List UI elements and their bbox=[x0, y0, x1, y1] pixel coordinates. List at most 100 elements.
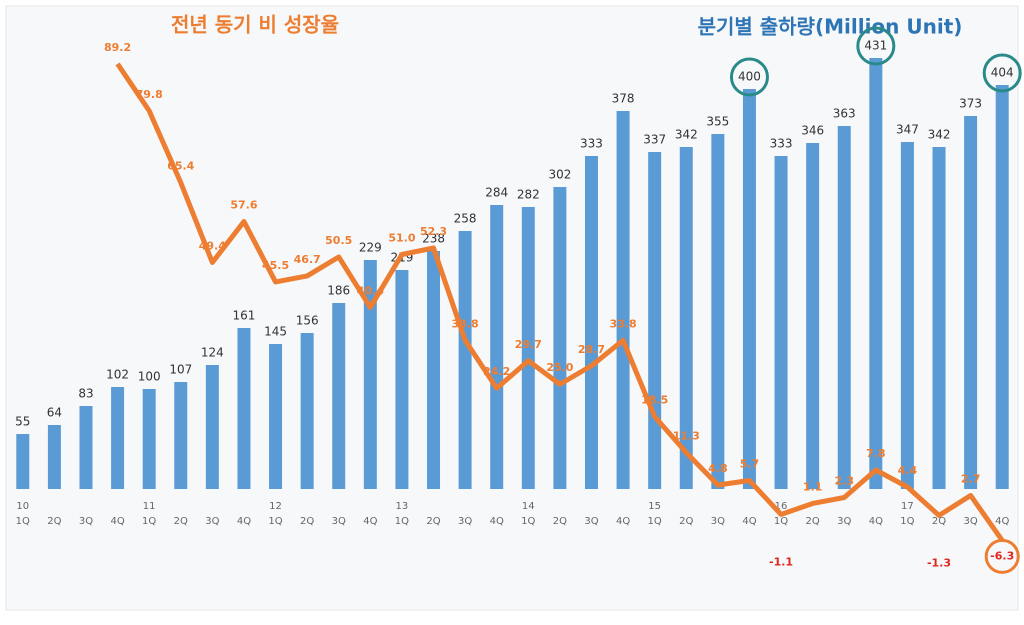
bar-value-label: 229 bbox=[359, 241, 382, 255]
bar-title: 분기별 출하량(Million Unit) bbox=[698, 15, 963, 39]
x-tick-label: 2Q bbox=[932, 516, 946, 527]
x-tick-label: 2Q bbox=[300, 516, 314, 527]
bar-value-label: 102 bbox=[106, 368, 129, 382]
line-value-label: 33.8 bbox=[610, 317, 637, 330]
bar-value-label: 342 bbox=[928, 128, 951, 142]
bar-value-label: 302 bbox=[548, 168, 571, 182]
bar-value-label: 404 bbox=[991, 66, 1014, 80]
line-value-label: 50.5 bbox=[325, 234, 352, 247]
bar bbox=[205, 365, 219, 489]
highlight-circle bbox=[982, 53, 1022, 93]
bar bbox=[111, 387, 125, 489]
x-tick-label: 2Q bbox=[426, 516, 440, 527]
line-value-label: -1.1 bbox=[769, 555, 793, 568]
bar-value-label: 161 bbox=[233, 309, 256, 323]
x-tick-label: 2Q bbox=[679, 516, 693, 527]
bar bbox=[900, 142, 914, 489]
x-tick-label: 4Q bbox=[110, 516, 124, 527]
line-value-label: 11.3 bbox=[673, 430, 700, 443]
highlight-circle bbox=[984, 538, 1020, 574]
bar bbox=[742, 89, 756, 489]
year-label: 12 bbox=[269, 501, 282, 512]
x-tick-label: 2Q bbox=[806, 516, 820, 527]
bar bbox=[395, 270, 409, 489]
year-label: 16 bbox=[775, 501, 788, 512]
line-value-label: 1.1 bbox=[803, 480, 823, 493]
bar-value-label: 333 bbox=[580, 137, 603, 151]
x-tick-label: 1Q bbox=[395, 516, 409, 527]
bar bbox=[237, 328, 251, 489]
x-tick-label: 3Q bbox=[837, 516, 851, 527]
line-value-label: 28.7 bbox=[578, 343, 605, 356]
year-label: 10 bbox=[16, 501, 29, 512]
bar bbox=[932, 147, 946, 489]
line-value-label: 33.8 bbox=[452, 317, 479, 330]
bar bbox=[490, 205, 504, 489]
line-value-label: 4.8 bbox=[708, 462, 728, 475]
x-tick-label: 3Q bbox=[79, 516, 93, 527]
bar bbox=[269, 344, 283, 489]
x-tick-label: 4Q bbox=[616, 516, 630, 527]
bar bbox=[521, 207, 535, 489]
line-value-label: 5.7 bbox=[740, 458, 760, 471]
bar bbox=[427, 251, 441, 489]
line-value-label: 57.6 bbox=[230, 199, 257, 212]
bar bbox=[616, 111, 630, 489]
bar bbox=[774, 156, 788, 489]
x-tick-label: 1Q bbox=[268, 516, 282, 527]
bar-value-label: 55 bbox=[15, 415, 30, 429]
bar-value-label: 400 bbox=[738, 70, 761, 84]
line-value-label: 24.2 bbox=[483, 365, 510, 378]
x-tick-label: 4Q bbox=[742, 516, 756, 527]
year-label: 11 bbox=[143, 501, 156, 512]
x-tick-label: 1Q bbox=[521, 516, 535, 527]
bar-value-label: 186 bbox=[327, 284, 350, 298]
year-label: 14 bbox=[522, 501, 535, 512]
bar bbox=[47, 425, 61, 489]
bar bbox=[995, 85, 1009, 489]
bar-value-label: 156 bbox=[296, 314, 319, 328]
line-value-label: -1.3 bbox=[927, 556, 951, 569]
line-value-label: 29.7 bbox=[515, 338, 542, 351]
bar bbox=[174, 382, 188, 489]
bar bbox=[332, 303, 346, 489]
line-value-label: 89.2 bbox=[104, 41, 131, 54]
line-value-label: 65.4 bbox=[167, 160, 194, 173]
line-title: 전년 동기 비 성장율 bbox=[171, 13, 339, 37]
bar-value-label: 346 bbox=[801, 124, 824, 138]
year-label: 13 bbox=[396, 501, 409, 512]
bar bbox=[458, 231, 472, 489]
x-tick-label: 3Q bbox=[458, 516, 472, 527]
bar-value-label: 333 bbox=[770, 137, 793, 151]
x-tick-label: 3Q bbox=[332, 516, 346, 527]
bar bbox=[142, 389, 156, 489]
line-value-label: 52.3 bbox=[420, 225, 447, 238]
bar-value-label: 282 bbox=[517, 188, 540, 202]
x-tick-label: 1Q bbox=[900, 516, 914, 527]
x-tick-label: 1Q bbox=[16, 516, 30, 527]
x-tick-label: 4Q bbox=[490, 516, 504, 527]
line-value-label: 46.7 bbox=[294, 253, 321, 266]
bar bbox=[553, 187, 567, 489]
line-value-label: 25.0 bbox=[546, 361, 573, 374]
x-tick-label: 3Q bbox=[584, 516, 598, 527]
year-label: 17 bbox=[901, 501, 914, 512]
bar-value-label: 342 bbox=[675, 128, 698, 142]
bar-value-label: 363 bbox=[833, 107, 856, 121]
bar bbox=[300, 333, 314, 489]
line-value-label: 7.8 bbox=[866, 447, 886, 460]
line-value-label: 45.5 bbox=[262, 259, 289, 272]
growth-line bbox=[115, 62, 1005, 542]
bar bbox=[584, 156, 598, 489]
bar-value-label: 378 bbox=[612, 92, 635, 106]
x-tick-label: 3Q bbox=[963, 516, 977, 527]
line-value-label: 40.4 bbox=[357, 284, 384, 297]
bar bbox=[679, 147, 693, 489]
x-tick-label: 2Q bbox=[47, 516, 61, 527]
bar-value-label: 64 bbox=[47, 406, 62, 420]
bar bbox=[648, 152, 662, 489]
bar-value-label: 258 bbox=[454, 212, 477, 226]
bar bbox=[16, 434, 30, 489]
line-value-label: 51.0 bbox=[388, 231, 415, 244]
bar-value-label: 284 bbox=[485, 186, 508, 200]
